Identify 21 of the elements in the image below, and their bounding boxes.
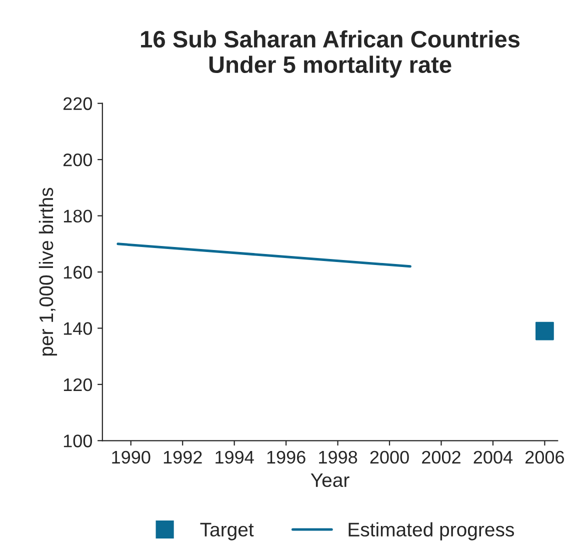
y-tick-label: 220	[63, 97, 92, 110]
y-tick-label: 180	[64, 210, 92, 223]
y-tick-label: 120	[64, 378, 92, 392]
x-tick-label: 1992	[164, 450, 202, 464]
x-tick-label: 2002	[422, 450, 460, 464]
y-axis-title: per 1,000 live births	[38, 188, 58, 356]
chart-title: 16 Sub Saharan African Countries Under 5 mortality rate	[141, 30, 520, 78]
x-axis-title: Year	[310, 473, 350, 488]
y-tick-label: 200	[63, 154, 92, 166]
legend-label: Target	[200, 522, 254, 540]
x-tick-label: 2006	[526, 450, 564, 464]
legend-label: Estimated progress	[348, 522, 514, 540]
y-tick-label: 100	[64, 434, 92, 448]
x-tick-label: 2004	[474, 450, 513, 464]
x-tick-label: 2000	[370, 450, 409, 464]
x-tick-label: 1996	[267, 450, 306, 464]
x-tick-label: 1994	[216, 450, 254, 464]
y-tick-label: 160	[64, 266, 92, 279]
x-tick-label: 1990	[112, 450, 150, 464]
y-tick-label: 140	[64, 322, 92, 335]
x-tick-label: 1998	[319, 450, 358, 464]
